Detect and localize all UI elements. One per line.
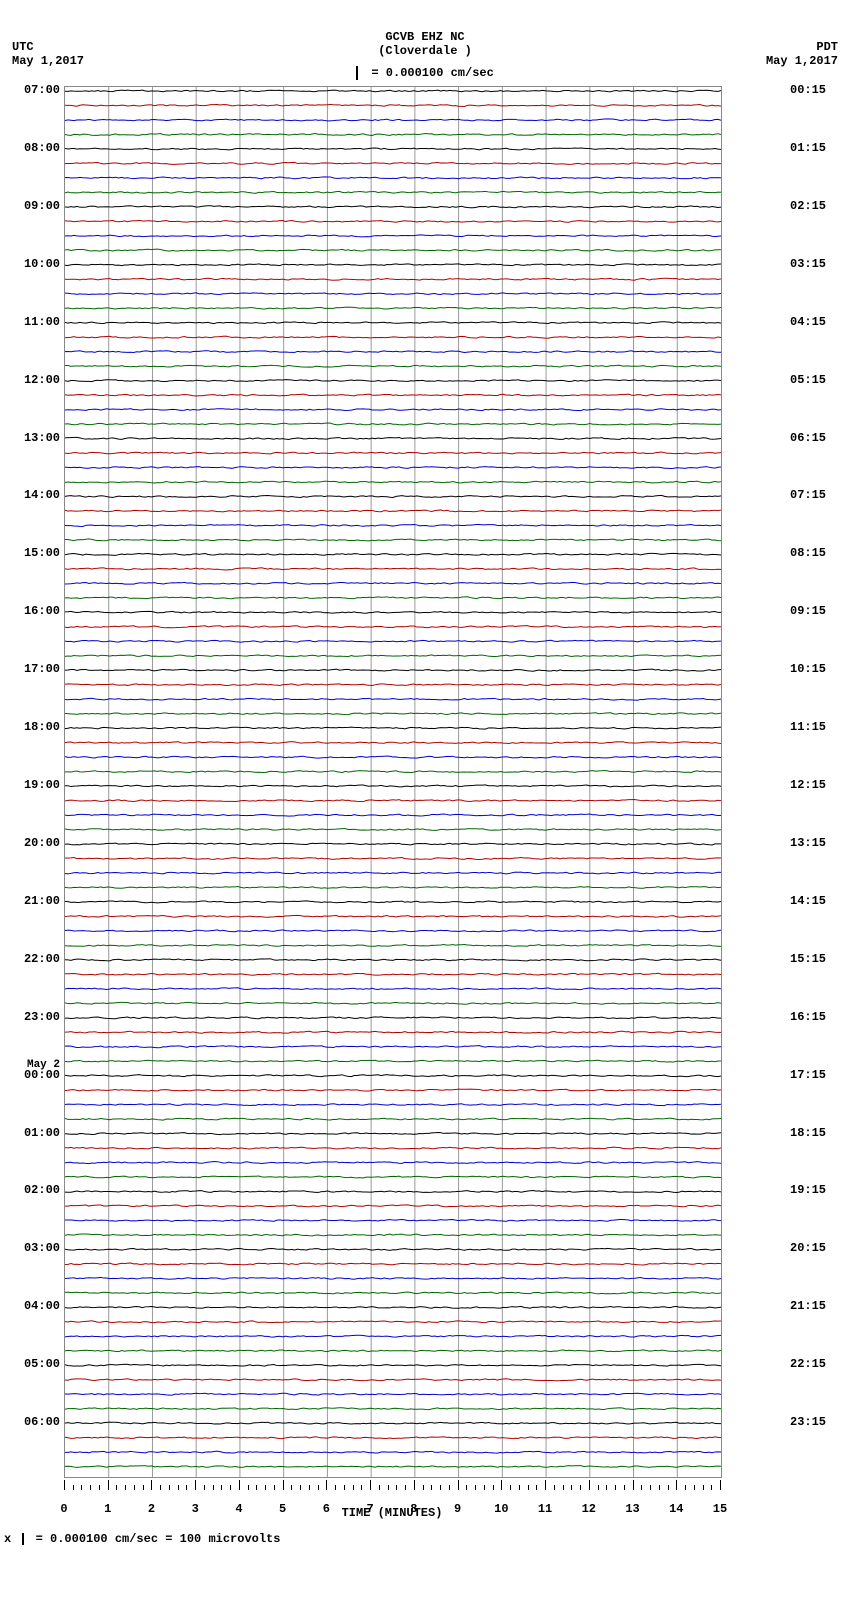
x-tick-label: 1 [104, 1502, 111, 1516]
x-axis-ticks [64, 1476, 720, 1490]
x-tick-label: 4 [235, 1502, 242, 1516]
pdt-hour-label: 12:15 [790, 779, 838, 791]
pdt-hour-label: 18:15 [790, 1127, 838, 1139]
utc-hour-label: 04:00 [12, 1300, 60, 1312]
utc-hour-label: 11:00 [12, 316, 60, 328]
utc-hour-label: 07:00 [12, 84, 60, 96]
pdt-hour-label: 13:15 [790, 837, 838, 849]
pdt-hour-label: 00:15 [790, 84, 838, 96]
header-center: GCVB EHZ NC (Cloverdale ) [0, 30, 850, 58]
utc-hour-label: 23:00 [12, 1011, 60, 1023]
x-tick-label: 14 [669, 1502, 683, 1516]
footer-text: = 0.000100 cm/sec = 100 microvolts [36, 1532, 281, 1546]
pdt-hour-label: 04:15 [790, 316, 838, 328]
helicorder-chart: 07:00 08:00 09:00 10:00 11:00 12:00 13:00 14:00… [0, 86, 850, 1480]
pdt-hour-label: 17:15 [790, 1069, 838, 1081]
utc-hour-label: 14:00 [12, 489, 60, 501]
utc-hour-label: 17:00 [12, 663, 60, 675]
utc-hour-label: 08:00 [12, 142, 60, 154]
utc-hour-label: 13:00 [12, 432, 60, 444]
utc-hour-label: 18:00 [12, 721, 60, 733]
footer-scale-note: x = 0.000100 cm/sec = 100 microvolts [4, 1532, 280, 1546]
pdt-hour-label: 21:15 [790, 1300, 838, 1312]
x-axis: 0123456789101112131415 TIME (MINUTES) [64, 1476, 720, 1520]
utc-hour-label: 03:00 [12, 1242, 60, 1254]
utc-hour-label: 00:00 [12, 1069, 60, 1081]
x-tick-label: 0 [60, 1502, 67, 1516]
scale-legend: = 0.000100 cm/sec [0, 66, 850, 80]
pdt-hour-label: 14:15 [790, 895, 838, 907]
scale-bar-icon [356, 66, 358, 80]
pdt-hour-label: 09:15 [790, 605, 838, 617]
pdt-hour-label: 20:15 [790, 1242, 838, 1254]
utc-hour-label: 06:00 [12, 1416, 60, 1428]
utc-hour-label: 05:00 [12, 1358, 60, 1370]
seismogram-plot [64, 86, 722, 1478]
pdt-hour-label: 08:15 [790, 547, 838, 559]
footer-scale-bar-icon [22, 1533, 24, 1545]
x-tick-label: 13 [625, 1502, 639, 1516]
x-tick-label: 7 [367, 1502, 374, 1516]
x-tick-label: 3 [192, 1502, 199, 1516]
header-right: PDT May 1,2017 [766, 40, 838, 68]
pdt-tz-label: PDT [766, 40, 838, 54]
footer-prefix: x [4, 1532, 11, 1546]
utc-hour-label: 10:00 [12, 258, 60, 270]
x-tick-label: 15 [713, 1502, 727, 1516]
station-code: GCVB EHZ NC [0, 30, 850, 44]
station-location: (Cloverdale ) [0, 44, 850, 58]
scale-text: = 0.000100 cm/sec [371, 66, 493, 80]
x-tick-label: 6 [323, 1502, 330, 1516]
pdt-hour-label: 15:15 [790, 953, 838, 965]
pdt-hour-label: 02:15 [790, 200, 838, 212]
page: UTC May 1,2017 GCVB EHZ NC (Cloverdale )… [0, 0, 850, 1566]
utc-hour-label: 02:00 [12, 1184, 60, 1196]
utc-hour-label: 01:00 [12, 1127, 60, 1139]
x-axis-label: TIME (MINUTES) [64, 1506, 720, 1520]
utc-hour-label: 19:00 [12, 779, 60, 791]
chart-header: UTC May 1,2017 GCVB EHZ NC (Cloverdale )… [0, 0, 850, 80]
utc-hour-label: 22:00 [12, 953, 60, 965]
utc-hour-label: 12:00 [12, 374, 60, 386]
utc-hour-label: 16:00 [12, 605, 60, 617]
pdt-hour-label: 01:15 [790, 142, 838, 154]
pdt-hour-label: 05:15 [790, 374, 838, 386]
pdt-hour-label: 19:15 [790, 1184, 838, 1196]
pdt-hour-label: 22:15 [790, 1358, 838, 1370]
x-tick-label: 9 [454, 1502, 461, 1516]
x-tick-label: 5 [279, 1502, 286, 1516]
pdt-hour-label: 23:15 [790, 1416, 838, 1428]
pdt-hour-label: 03:15 [790, 258, 838, 270]
x-tick-label: 8 [410, 1502, 417, 1516]
pdt-hour-label: 07:15 [790, 489, 838, 501]
x-axis-tick-labels: 0123456789101112131415 [64, 1490, 720, 1506]
pdt-hour-label: 06:15 [790, 432, 838, 444]
x-tick-label: 12 [582, 1502, 596, 1516]
x-tick-label: 10 [494, 1502, 508, 1516]
x-tick-label: 11 [538, 1502, 552, 1516]
pdt-hour-label: 16:15 [790, 1011, 838, 1023]
utc-hour-label: 20:00 [12, 837, 60, 849]
utc-hour-label: 09:00 [12, 200, 60, 212]
x-tick-label: 2 [148, 1502, 155, 1516]
utc-hour-label: 21:00 [12, 895, 60, 907]
pdt-hour-label: 10:15 [790, 663, 838, 675]
utc-hour-label: 15:00 [12, 547, 60, 559]
pdt-hour-label: 11:15 [790, 721, 838, 733]
